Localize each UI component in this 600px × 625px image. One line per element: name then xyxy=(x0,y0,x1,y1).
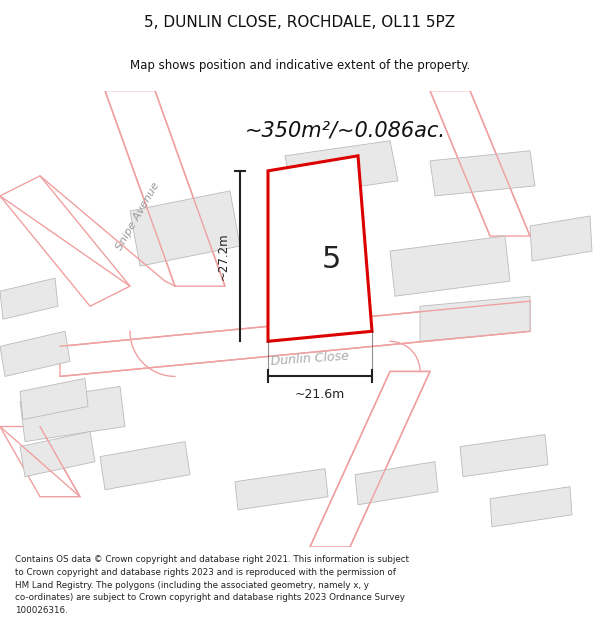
Polygon shape xyxy=(130,191,240,266)
Polygon shape xyxy=(20,386,125,442)
Polygon shape xyxy=(390,236,510,296)
Polygon shape xyxy=(420,296,530,341)
Polygon shape xyxy=(20,431,95,477)
Polygon shape xyxy=(430,91,530,236)
Polygon shape xyxy=(0,176,130,306)
Polygon shape xyxy=(355,462,438,505)
Text: ~21.6m: ~21.6m xyxy=(295,388,345,401)
Polygon shape xyxy=(0,331,70,376)
Polygon shape xyxy=(105,91,225,286)
Polygon shape xyxy=(268,156,372,341)
Polygon shape xyxy=(0,426,80,497)
Polygon shape xyxy=(20,378,88,419)
Text: ~350m²/~0.086ac.: ~350m²/~0.086ac. xyxy=(245,121,446,141)
Polygon shape xyxy=(285,141,398,196)
Text: 5: 5 xyxy=(322,246,341,274)
Polygon shape xyxy=(100,442,190,490)
Text: Dunlin Close: Dunlin Close xyxy=(271,349,350,368)
Polygon shape xyxy=(460,434,548,477)
Text: Map shows position and indicative extent of the property.: Map shows position and indicative extent… xyxy=(130,59,470,72)
Polygon shape xyxy=(430,151,535,196)
Text: ~27.2m: ~27.2m xyxy=(217,232,230,280)
Text: Contains OS data © Crown copyright and database right 2021. This information is : Contains OS data © Crown copyright and d… xyxy=(15,555,409,615)
Polygon shape xyxy=(235,469,328,510)
Polygon shape xyxy=(530,216,592,261)
Text: 5, DUNLIN CLOSE, ROCHDALE, OL11 5PZ: 5, DUNLIN CLOSE, ROCHDALE, OL11 5PZ xyxy=(145,15,455,30)
Polygon shape xyxy=(60,301,530,376)
Polygon shape xyxy=(310,371,430,547)
Text: Snipe Avenue: Snipe Avenue xyxy=(115,180,161,252)
Polygon shape xyxy=(490,487,572,527)
Polygon shape xyxy=(0,278,58,319)
